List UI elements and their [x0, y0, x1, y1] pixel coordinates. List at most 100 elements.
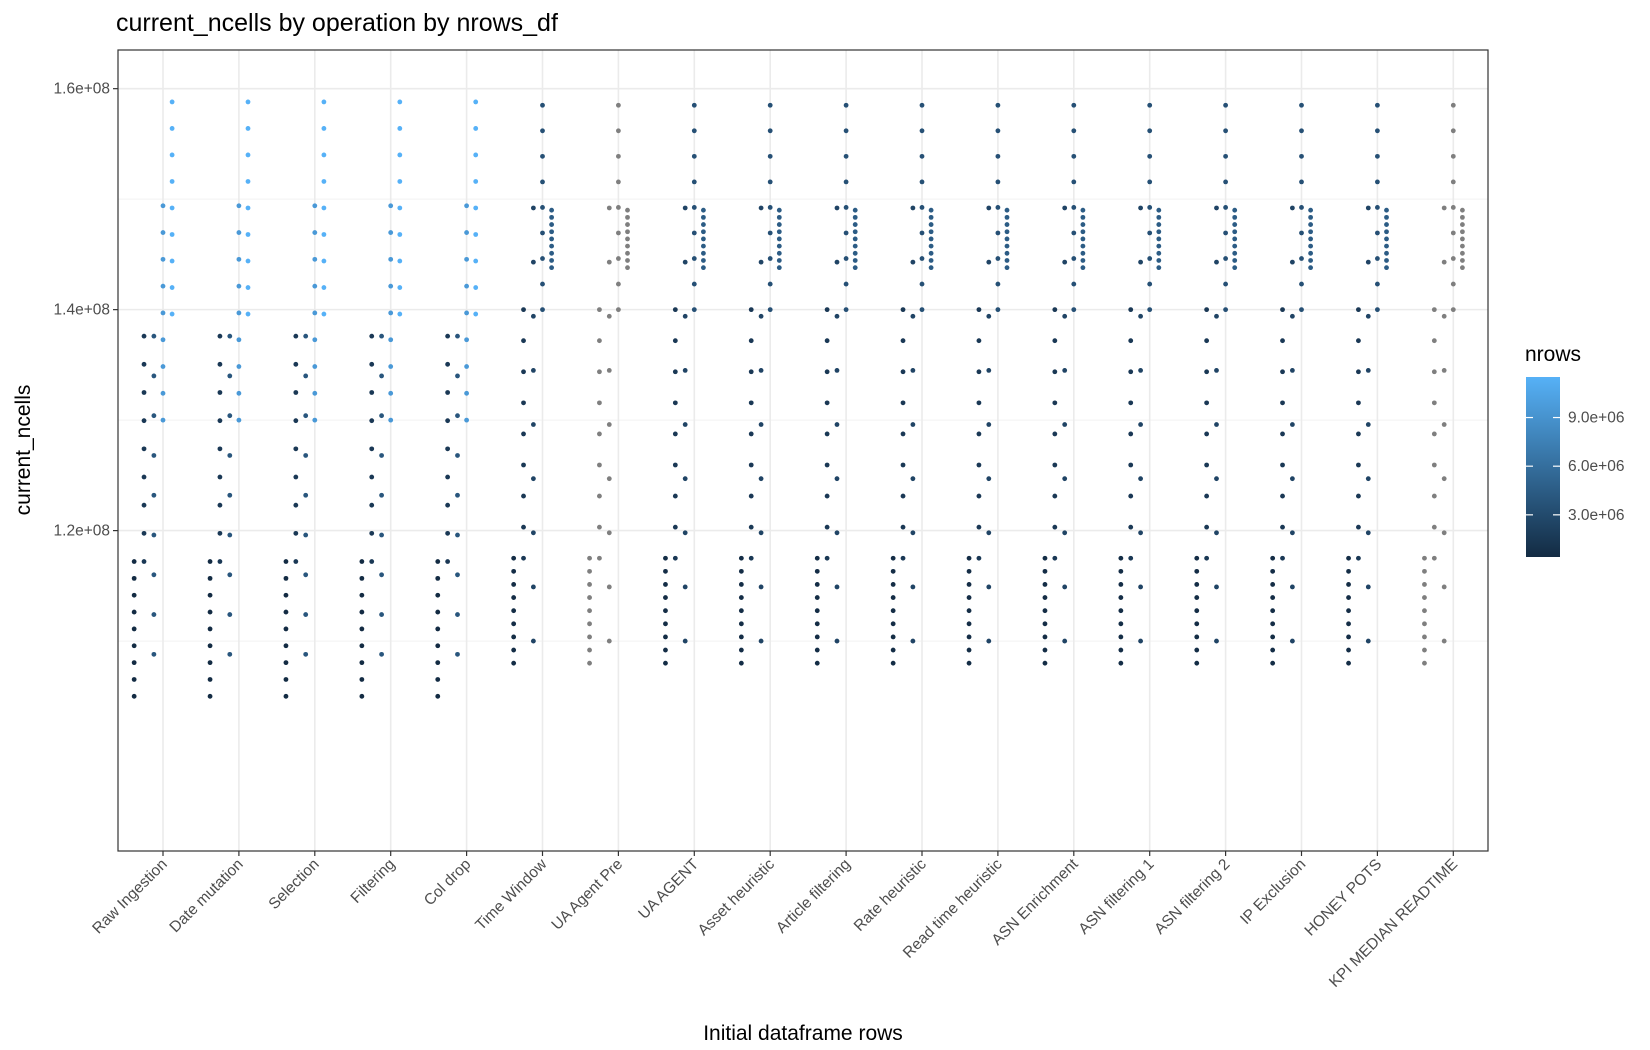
data-point	[283, 693, 289, 699]
data-point	[388, 230, 394, 235]
data-point	[1441, 422, 1447, 427]
data-point	[379, 492, 384, 498]
data-point	[616, 102, 621, 108]
data-point	[359, 609, 365, 615]
data-point	[445, 474, 451, 480]
data-point	[1042, 634, 1048, 640]
data-point	[1118, 634, 1124, 640]
data-point	[464, 417, 469, 423]
data-point	[738, 568, 744, 574]
data-point	[1042, 660, 1048, 666]
data-point	[928, 265, 934, 271]
data-point	[843, 153, 849, 159]
data-point	[625, 214, 630, 220]
data-point	[1431, 493, 1437, 499]
data-point	[245, 126, 251, 131]
data-point	[814, 595, 820, 600]
data-point	[597, 493, 602, 499]
data-point	[293, 361, 299, 367]
data-point	[587, 555, 592, 561]
data-point	[767, 281, 773, 287]
data-point	[321, 152, 327, 158]
data-point	[910, 205, 916, 211]
data-point	[824, 524, 830, 530]
data-point	[1194, 582, 1200, 587]
data-point	[738, 555, 744, 561]
data-point	[814, 621, 820, 627]
data-point	[1280, 524, 1285, 530]
data-point	[1384, 250, 1389, 256]
data-point	[283, 660, 289, 666]
data-point	[131, 677, 137, 682]
data-point	[852, 222, 858, 227]
data-point	[455, 373, 460, 379]
data-point	[1346, 582, 1351, 587]
data-point	[312, 203, 318, 209]
data-point	[1071, 281, 1077, 287]
data-point	[691, 230, 697, 236]
data-point	[1147, 179, 1153, 185]
x-tick-label: KPI MEDIAN READTIME	[1326, 856, 1461, 991]
data-point	[1004, 243, 1010, 249]
data-point	[1156, 229, 1162, 235]
data-point	[597, 307, 602, 313]
data-point	[1384, 222, 1389, 227]
data-point	[1356, 307, 1361, 313]
data-point	[245, 258, 251, 264]
data-point	[701, 207, 706, 213]
data-point	[245, 99, 251, 105]
data-point	[682, 368, 688, 373]
data-point	[616, 307, 621, 313]
data-point	[1204, 400, 1210, 406]
data-point	[1460, 250, 1465, 256]
data-point	[701, 214, 706, 220]
data-point	[131, 660, 137, 666]
data-point	[521, 431, 526, 437]
data-point	[1194, 660, 1200, 666]
data-point	[1052, 400, 1058, 406]
data-point	[1280, 462, 1285, 468]
data-point	[966, 608, 972, 614]
data-point	[1214, 530, 1219, 536]
data-point	[1431, 400, 1437, 406]
data-point	[976, 462, 982, 468]
data-point	[1080, 207, 1086, 213]
data-point	[625, 207, 630, 213]
data-point	[1080, 258, 1086, 263]
data-point	[1147, 153, 1153, 159]
data-point	[369, 333, 375, 339]
data-point	[1223, 205, 1228, 210]
y-tick-label: 1.2e+08	[54, 523, 110, 540]
data-point	[1422, 660, 1427, 666]
data-point	[852, 243, 858, 249]
data-point	[606, 422, 612, 427]
data-point	[217, 530, 223, 536]
data-point	[1214, 584, 1219, 590]
data-point	[1375, 281, 1380, 287]
data-point	[1441, 368, 1447, 373]
data-point	[1280, 307, 1285, 313]
data-point	[1071, 153, 1077, 159]
data-point	[245, 152, 251, 158]
data-point	[1384, 258, 1389, 263]
data-point	[890, 555, 896, 561]
data-point	[910, 368, 916, 373]
data-point	[549, 258, 555, 263]
data-point	[986, 368, 992, 373]
data-point	[748, 524, 754, 530]
data-point	[701, 229, 706, 235]
data-point	[464, 310, 469, 316]
data-point	[928, 222, 934, 227]
data-point	[1270, 647, 1276, 653]
data-point	[1223, 256, 1228, 261]
data-point	[1422, 647, 1427, 653]
data-point	[682, 476, 688, 482]
data-point	[388, 337, 394, 343]
data-point	[1156, 214, 1162, 220]
data-point	[245, 179, 251, 184]
data-point	[606, 584, 612, 590]
data-point	[1375, 256, 1380, 261]
data-point	[1147, 102, 1153, 108]
data-point	[455, 532, 460, 538]
data-point	[919, 230, 925, 236]
